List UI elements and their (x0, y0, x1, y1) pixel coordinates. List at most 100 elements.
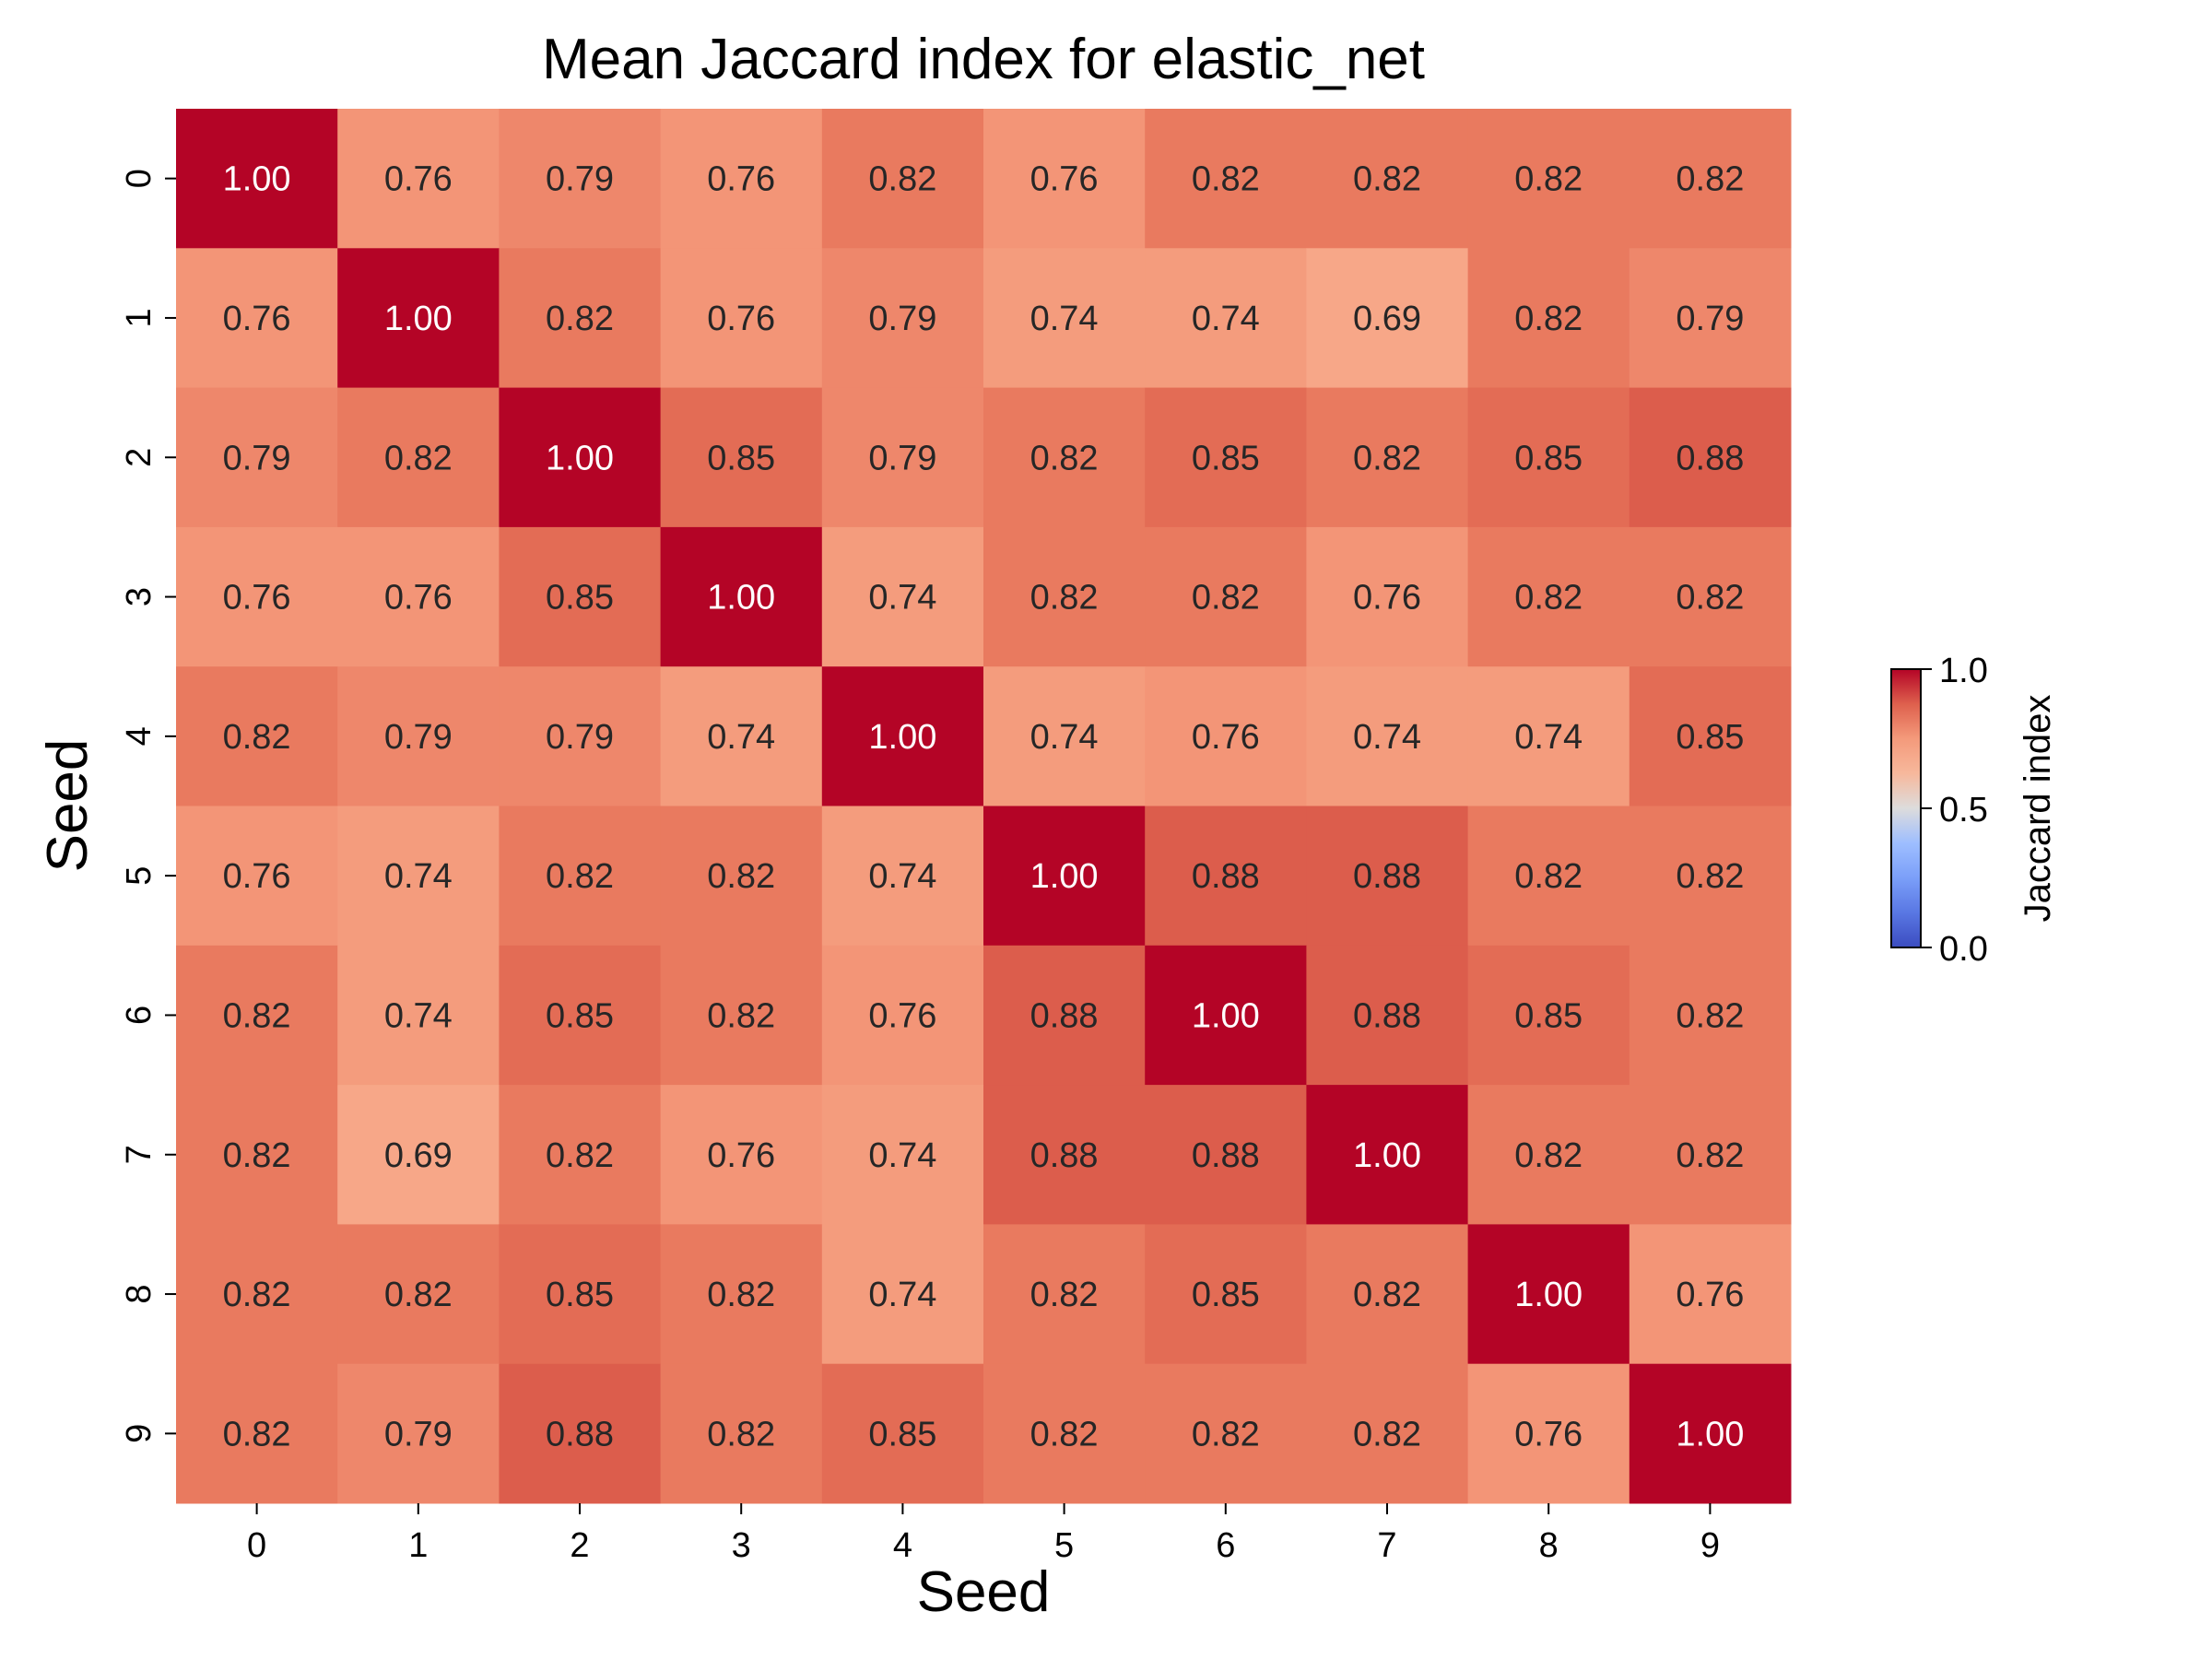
cell-value-label-9-5: 0.82 (1030, 1415, 1099, 1453)
cell-value-label-6-1: 0.74 (384, 996, 453, 1035)
heatmap-cell-7-1 (337, 1085, 500, 1225)
colorbar-tick-label-1.0: 1.0 (1939, 652, 1988, 690)
x-tick-label-1: 1 (408, 1526, 428, 1565)
cell-value-label-1-0: 0.76 (223, 300, 291, 338)
cell-value-label-7-0: 0.82 (223, 1136, 291, 1175)
colorbar (1890, 668, 1922, 948)
cell-value-label-1-3: 0.76 (707, 300, 775, 338)
cell-value-label-9-6: 0.82 (1192, 1415, 1260, 1453)
cell-value-label-9-4: 0.85 (868, 1415, 936, 1453)
heatmap-cell-1-9 (1629, 248, 1792, 389)
cell-value-label-8-4: 0.74 (868, 1276, 936, 1314)
heatmap-cells: 1.00 0.76 0.79 0.76 0.82 0.76 0.82 0.82 0.82 0.82… (176, 109, 1792, 1504)
cell-value-label-8-6: 0.85 (1192, 1276, 1260, 1314)
y-axis-ticks: 0 1 2 3 4 5 6 7 8 9 (120, 169, 176, 1443)
heatmap-cell-4-4 (821, 666, 984, 806)
cell-value-label-9-9: 1.00 (1676, 1415, 1744, 1453)
heatmap-cell-5-0 (176, 806, 338, 947)
heatmap-cell-2-5 (983, 387, 1146, 528)
cell-value-label-5-1: 0.74 (384, 857, 453, 896)
cell-value-label-1-4: 0.79 (868, 300, 936, 338)
heatmap-cell-9-6 (1145, 1363, 1307, 1504)
cell-value-label-9-1: 0.79 (384, 1415, 453, 1453)
heatmap-cell-3-0 (176, 526, 338, 667)
cell-value-label-1-7: 0.69 (1353, 300, 1421, 338)
x-tick-label-3: 3 (732, 1526, 751, 1565)
heatmap-cell-8-1 (337, 1224, 500, 1365)
cell-value-label-2-2: 1.00 (546, 439, 614, 477)
heatmap-cell-4-7 (1306, 666, 1469, 806)
heatmap-cell-8-6 (1145, 1224, 1307, 1365)
cell-value-label-4-7: 0.74 (1353, 718, 1421, 757)
chart-title: Mean Jaccard index for elastic_net (542, 28, 1425, 91)
cell-value-label-4-4: 1.00 (868, 718, 936, 757)
heatmap-cell-3-9 (1629, 526, 1792, 667)
cell-value-label-5-6: 0.88 (1192, 857, 1260, 896)
heatmap-cell-2-2 (499, 387, 662, 528)
heatmap-cell-4-8 (1467, 666, 1630, 806)
x-axis-ticks: 0 1 2 3 4 5 6 7 8 9 (247, 1503, 1720, 1565)
heatmap-cell-1-4 (821, 248, 984, 389)
heatmap-cell-0-7 (1306, 109, 1469, 249)
cell-value-label-9-2: 0.88 (546, 1415, 614, 1453)
cell-value-label-0-0: 1.00 (223, 160, 291, 199)
heatmap-cell-2-0 (176, 387, 338, 528)
heatmap-cell-4-1 (337, 666, 500, 806)
cell-value-label-0-1: 0.76 (384, 160, 453, 199)
cell-value-label-2-1: 0.82 (384, 439, 453, 477)
cell-value-label-7-8: 0.82 (1514, 1136, 1583, 1175)
y-axis-label: Seed (36, 739, 100, 873)
heatmap-cell-5-3 (660, 806, 823, 947)
heatmap-cell-5-5 (983, 806, 1146, 947)
heatmap-cell-1-7 (1306, 248, 1469, 389)
cell-value-label-6-2: 0.85 (546, 996, 614, 1035)
cell-value-label-7-4: 0.74 (868, 1136, 936, 1175)
heatmap-cell-9-9 (1629, 1363, 1792, 1504)
heatmap-cell-7-6 (1145, 1085, 1307, 1225)
heatmap-cell-5-4 (821, 806, 984, 947)
y-tick-label-9: 9 (120, 1424, 159, 1443)
cell-value-label-4-3: 0.74 (707, 718, 775, 757)
cell-value-label-6-7: 0.88 (1353, 996, 1421, 1035)
heatmap-cell-1-8 (1467, 248, 1630, 389)
cell-value-label-5-3: 0.82 (707, 857, 775, 896)
y-tick-label-1: 1 (120, 308, 159, 327)
colorbar-ticks: 0.0 0.5 1.0 (1921, 652, 1988, 969)
cell-value-label-0-4: 0.82 (868, 160, 936, 199)
heatmap-cell-1-0 (176, 248, 338, 389)
cell-value-label-5-4: 0.74 (868, 857, 936, 896)
heatmap-cell-2-8 (1467, 387, 1630, 528)
cell-value-label-6-6: 1.00 (1192, 996, 1260, 1035)
heatmap-cell-7-7 (1306, 1085, 1469, 1225)
heatmap-cell-8-9 (1629, 1224, 1792, 1365)
heatmap-cell-6-7 (1306, 945, 1469, 1086)
heatmap-cell-3-6 (1145, 526, 1307, 667)
heatmap-cell-8-8 (1467, 1224, 1630, 1365)
cell-value-label-7-2: 0.82 (546, 1136, 614, 1175)
heatmap-cell-9-4 (821, 1363, 984, 1504)
cell-value-label-3-2: 0.85 (546, 579, 614, 618)
heatmap-cell-4-0 (176, 666, 338, 806)
y-tick-label-0: 0 (120, 169, 159, 188)
cell-value-label-0-3: 0.76 (707, 160, 775, 199)
heatmap-cell-4-5 (983, 666, 1146, 806)
heatmap-cell-3-2 (499, 526, 662, 667)
heatmap-cell-8-3 (660, 1224, 823, 1365)
cell-value-label-2-3: 0.85 (707, 439, 775, 477)
cell-value-label-5-7: 0.88 (1353, 857, 1421, 896)
cell-value-label-7-6: 0.88 (1192, 1136, 1260, 1175)
cell-value-label-2-7: 0.82 (1353, 439, 1421, 477)
cell-value-label-7-3: 0.76 (707, 1136, 775, 1175)
cell-value-label-2-5: 0.82 (1030, 439, 1099, 477)
cell-value-label-0-8: 0.82 (1514, 160, 1583, 199)
cell-value-label-2-0: 0.79 (223, 439, 291, 477)
x-tick-label-5: 5 (1054, 1526, 1074, 1565)
cell-value-label-7-7: 1.00 (1353, 1136, 1421, 1175)
cell-value-label-8-0: 0.82 (223, 1276, 291, 1314)
heatmap-cell-3-7 (1306, 526, 1469, 667)
heatmap-cell-1-5 (983, 248, 1146, 389)
cell-value-label-6-5: 0.88 (1030, 996, 1099, 1035)
heatmap-cell-0-1 (337, 109, 500, 249)
cell-value-label-6-9: 0.82 (1676, 996, 1744, 1035)
heatmap-cell-6-9 (1629, 945, 1792, 1086)
